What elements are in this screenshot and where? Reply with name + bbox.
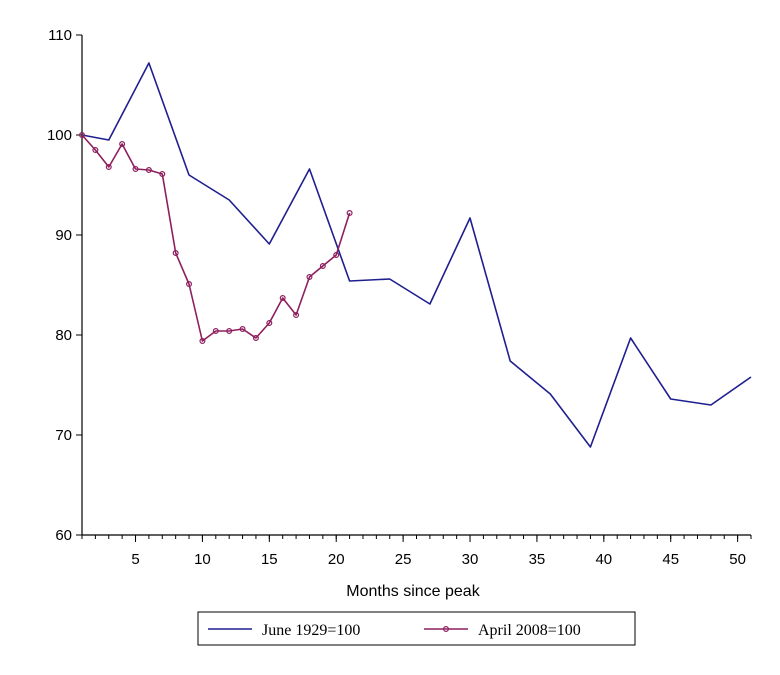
series-point-1 <box>119 141 126 148</box>
y-tick-label: 70 <box>55 427 72 444</box>
chart-series <box>78 62 752 448</box>
series-point-1 <box>266 320 273 327</box>
x-tick-label: 50 <box>729 551 746 568</box>
y-tick-label: 100 <box>47 127 72 144</box>
series-point-1 <box>212 328 219 335</box>
series-point-1 <box>159 171 166 178</box>
series-point-1 <box>132 166 139 173</box>
series-line-1 <box>81 134 351 342</box>
y-tick-label: 80 <box>55 327 72 344</box>
series-point-1 <box>252 335 259 342</box>
series-point-1 <box>199 338 206 345</box>
legend-marker-april-2008 <box>443 625 450 632</box>
series-point-1 <box>105 164 112 171</box>
chart-legend: June 1929=100 April 2008=100 <box>197 611 636 646</box>
series-point-1 <box>306 274 313 281</box>
legend-label-june-1929: June 1929=100 <box>262 622 360 639</box>
chart-axes: 60 70 80 90 100 110 5 10 15 20 25 30 35 40 45 50 <box>47 27 752 568</box>
legend-box <box>197 611 636 646</box>
y-tick-label: 90 <box>55 227 72 244</box>
x-tick-label: 45 <box>662 551 679 568</box>
series-point-1 <box>92 147 99 154</box>
series-point-1 <box>293 312 300 319</box>
y-tick-label: 60 <box>55 527 72 544</box>
x-tick-label: 30 <box>462 551 479 568</box>
series-point-1 <box>186 281 193 288</box>
y-tick-label: 110 <box>48 27 72 44</box>
x-tick-label: 5 <box>131 551 139 568</box>
series-point-1 <box>279 295 286 302</box>
series-point-1 <box>319 263 326 270</box>
x-tick-label: 25 <box>395 551 412 568</box>
x-tick-label: 35 <box>529 551 546 568</box>
series-point-1 <box>226 328 233 335</box>
series-point-1 <box>172 250 179 257</box>
series-point-1 <box>78 132 85 139</box>
series-point-1 <box>239 326 246 333</box>
x-tick-label: 15 <box>261 551 278 568</box>
series-point-1 <box>346 210 353 217</box>
series-point-1 <box>333 252 340 259</box>
legend-label-april-2008: April 2008=100 <box>478 622 581 639</box>
series-point-1 <box>145 167 152 174</box>
x-tick-label: 20 <box>328 551 345 568</box>
x-tick-label: 40 <box>595 551 612 568</box>
series-line-0 <box>81 62 752 448</box>
x-tick-label: 10 <box>194 551 211 568</box>
x-axis-title: Months since peak <box>346 583 480 600</box>
